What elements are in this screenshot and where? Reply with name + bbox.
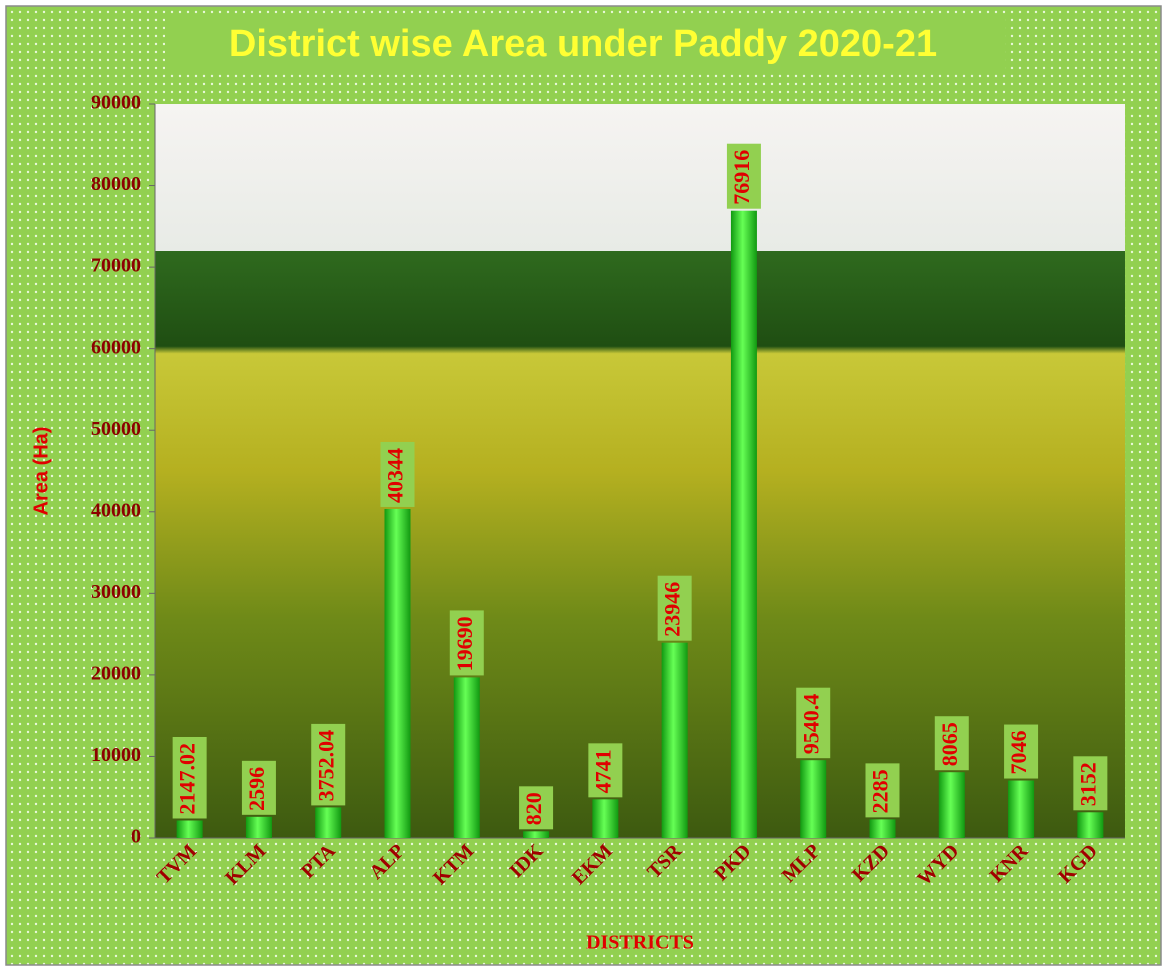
value-label: 19690 bbox=[452, 616, 477, 671]
value-label: 820 bbox=[521, 792, 546, 825]
value-label-box bbox=[311, 723, 346, 806]
value-label-box bbox=[1004, 724, 1039, 779]
y-axis-title: Area (Ha) bbox=[30, 427, 52, 516]
value-label-box bbox=[449, 610, 484, 676]
bar bbox=[730, 210, 757, 839]
bar bbox=[1008, 780, 1035, 838]
value-label: 2596 bbox=[244, 767, 269, 811]
value-label-box bbox=[934, 716, 969, 771]
value-label: 8065 bbox=[937, 722, 962, 766]
y-tick-label: 90000 bbox=[91, 92, 141, 114]
value-label-box bbox=[519, 786, 554, 830]
y-tick-label: 40000 bbox=[91, 499, 141, 521]
value-label: 2285 bbox=[868, 769, 893, 813]
y-tick-label: 0 bbox=[131, 826, 141, 848]
bar bbox=[800, 760, 827, 838]
value-label-box bbox=[796, 687, 831, 759]
plot-background bbox=[155, 104, 1125, 838]
y-tick-label: 50000 bbox=[91, 418, 141, 440]
value-label: 7046 bbox=[1006, 731, 1031, 775]
value-label: 3152 bbox=[1075, 762, 1100, 806]
x-axis-title: DISTRICTS bbox=[586, 932, 694, 954]
bar bbox=[869, 819, 896, 838]
value-label: 9540.4 bbox=[798, 694, 823, 755]
bar bbox=[453, 677, 480, 838]
value-label-box bbox=[657, 575, 692, 641]
value-label: 4741 bbox=[590, 749, 615, 793]
y-tick-label: 80000 bbox=[91, 173, 141, 195]
bar bbox=[1077, 812, 1104, 838]
bar bbox=[384, 508, 411, 838]
y-tick-label: 10000 bbox=[91, 744, 141, 766]
bar bbox=[938, 772, 965, 838]
value-label-box bbox=[241, 760, 276, 815]
bar bbox=[661, 642, 688, 838]
chart-title: District wise Area under Paddy 2020-21 bbox=[229, 23, 937, 65]
bar bbox=[245, 816, 272, 838]
y-tick-label: 70000 bbox=[91, 255, 141, 277]
value-label: 2147.02 bbox=[175, 743, 200, 815]
value-label-box bbox=[865, 763, 900, 818]
bar bbox=[315, 807, 342, 838]
value-label: 23946 bbox=[660, 582, 685, 637]
value-label: 3752.04 bbox=[313, 730, 338, 802]
value-label: 76916 bbox=[729, 150, 754, 205]
y-tick-label: 60000 bbox=[91, 336, 141, 358]
value-label-box bbox=[726, 143, 761, 209]
value-label-box bbox=[588, 743, 623, 798]
value-label-box bbox=[1073, 756, 1108, 811]
y-tick-label: 30000 bbox=[91, 581, 141, 603]
value-label-box bbox=[380, 441, 415, 507]
bar bbox=[176, 820, 203, 838]
value-label-box bbox=[172, 736, 207, 819]
bar bbox=[523, 831, 550, 838]
bar bbox=[592, 799, 619, 838]
value-label: 40344 bbox=[383, 448, 408, 503]
title-box bbox=[165, 18, 1005, 74]
y-tick-label: 20000 bbox=[91, 662, 141, 684]
